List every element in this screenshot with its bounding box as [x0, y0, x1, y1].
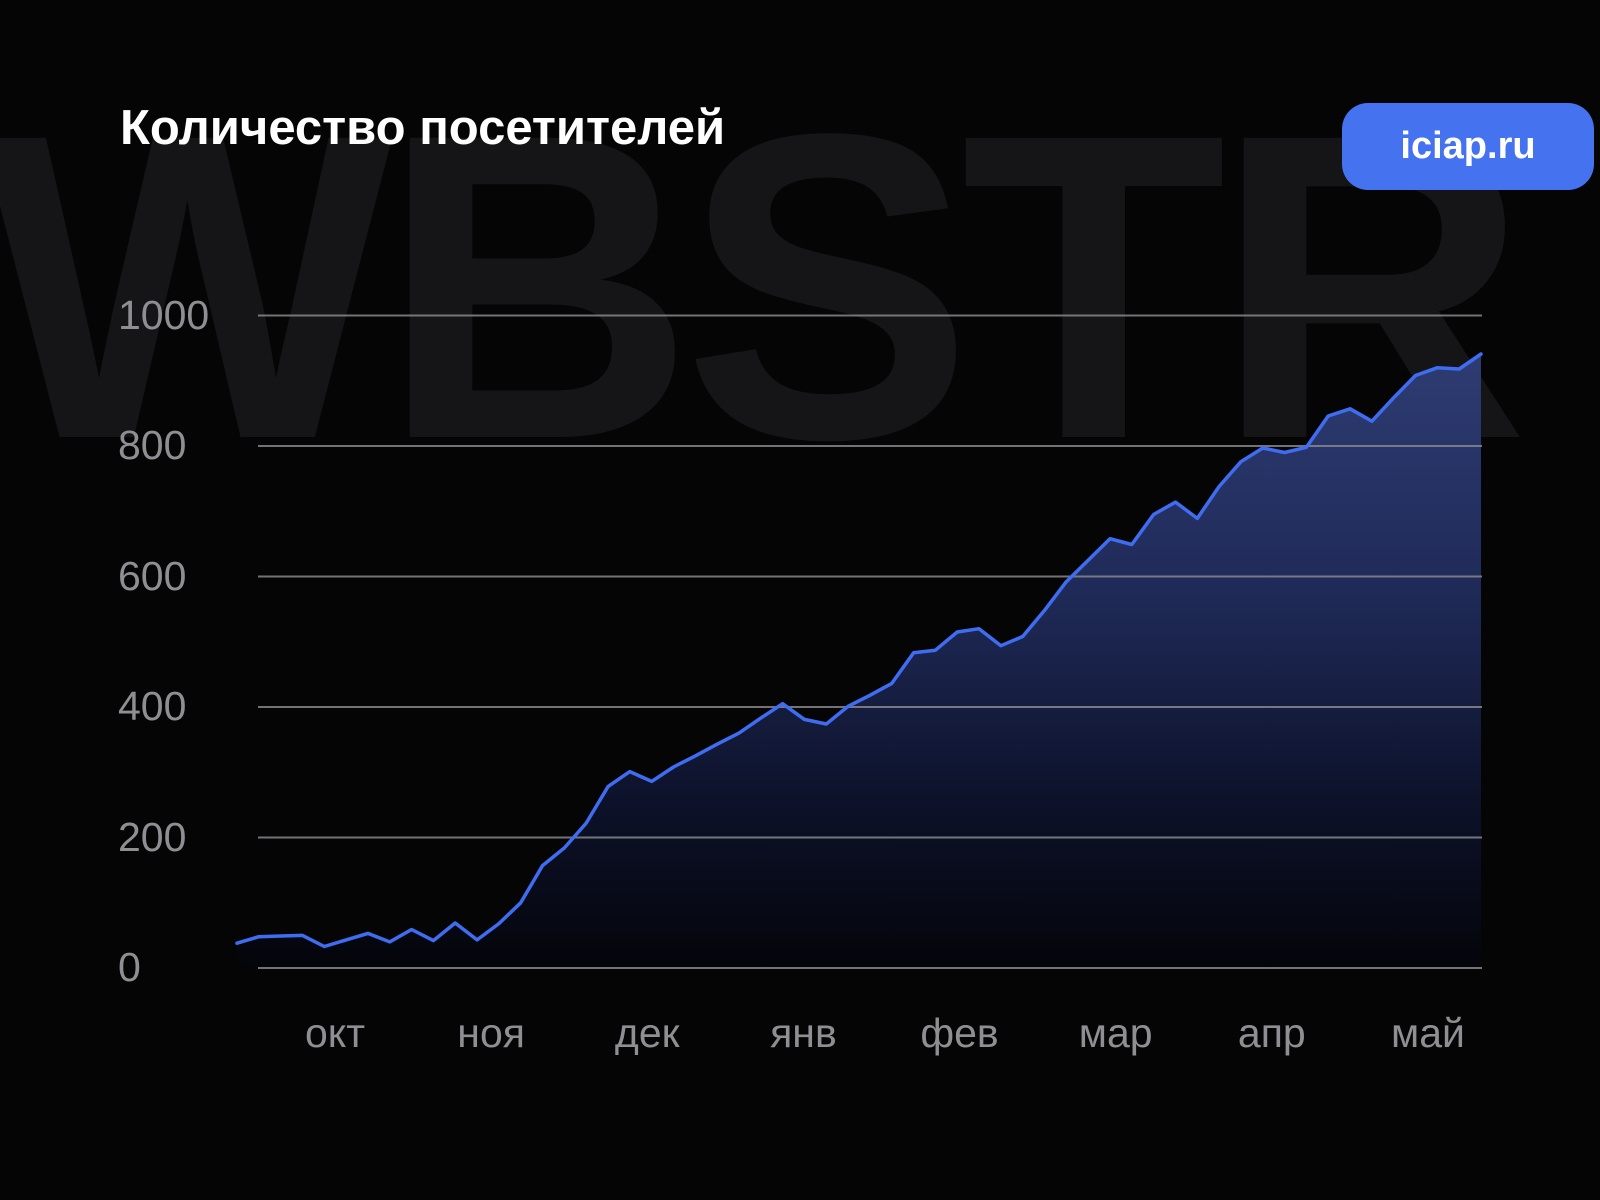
- chart-gridlines: [258, 314, 1482, 969]
- y-tick-label-400: 400: [118, 683, 187, 729]
- chart-area-fill: [237, 354, 1481, 968]
- x-tick-label-янв: янв: [770, 1010, 837, 1056]
- y-tick-label-800: 800: [118, 422, 187, 468]
- x-tick-label-май: май: [1391, 1010, 1465, 1056]
- y-tick-label-600: 600: [118, 552, 187, 599]
- y-tick-label-0: 0: [118, 944, 141, 990]
- x-tick-label-мар: мар: [1078, 1010, 1153, 1056]
- page-title: Количество посетителей: [120, 101, 726, 155]
- x-tick-label-дек: дек: [614, 1010, 680, 1056]
- x-tick-label-ноя: ноя: [457, 1010, 525, 1056]
- y-tick-label-200: 200: [118, 813, 187, 860]
- y-tick-label-1000: 1000: [118, 291, 210, 338]
- x-tick-label-фев: фев: [920, 1010, 999, 1056]
- site-badge[interactable]: iciap.ru: [1342, 103, 1594, 190]
- x-tick-label-апр: апр: [1237, 1010, 1306, 1056]
- chart-line: [235, 352, 1483, 949]
- x-tick-label-окт: окт: [305, 1010, 365, 1056]
- background-watermark-text: WBSTR: [0, 44, 1529, 530]
